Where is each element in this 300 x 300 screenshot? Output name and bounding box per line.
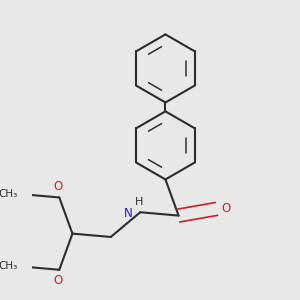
Text: CH₃: CH₃ — [0, 189, 18, 199]
Text: O: O — [53, 180, 62, 193]
Text: N: N — [124, 207, 133, 220]
Text: O: O — [53, 274, 62, 287]
Text: CH₃: CH₃ — [0, 261, 18, 272]
Text: H: H — [135, 197, 143, 207]
Text: O: O — [221, 202, 230, 215]
